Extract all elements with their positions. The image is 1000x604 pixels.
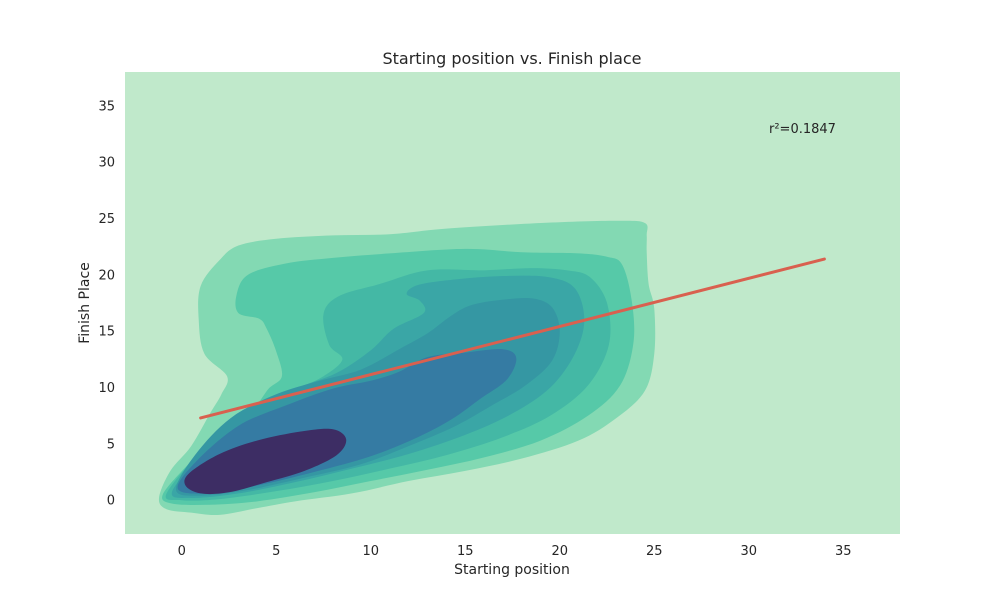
y-tick-label: 0 — [107, 494, 115, 509]
y-tick-label: 5 — [107, 437, 115, 452]
density-contours — [158, 220, 656, 516]
density-level-7 — [184, 428, 347, 495]
y-tick-label: 10 — [98, 381, 115, 396]
x-axis-label: Starting position — [454, 562, 570, 578]
x-tick-label: 35 — [835, 544, 852, 559]
x-tick-label: 20 — [551, 544, 568, 559]
x-axis-ticks: 0 5 10 15 20 25 30 35 — [178, 544, 852, 559]
regression-line — [199, 257, 826, 420]
regression-line-group — [199, 257, 826, 420]
y-axis-label: Finish Place — [77, 262, 93, 344]
chart-title: Starting position vs. Finish place — [382, 49, 641, 68]
x-tick-label: 0 — [178, 544, 186, 559]
x-tick-label: 10 — [362, 544, 379, 559]
y-tick-label: 30 — [98, 156, 115, 171]
y-tick-label: 25 — [98, 212, 115, 227]
x-tick-label: 25 — [646, 544, 663, 559]
y-axis-ticks: 0 5 10 15 20 25 30 35 — [98, 99, 115, 508]
y-tick-label: 15 — [98, 325, 115, 340]
y-tick-label: 20 — [98, 268, 115, 283]
r2-annotation: r²=0.1847 — [769, 122, 836, 137]
x-tick-label: 30 — [741, 544, 758, 559]
x-tick-label: 5 — [272, 544, 280, 559]
y-tick-label: 35 — [98, 99, 115, 114]
x-tick-label: 15 — [457, 544, 474, 559]
